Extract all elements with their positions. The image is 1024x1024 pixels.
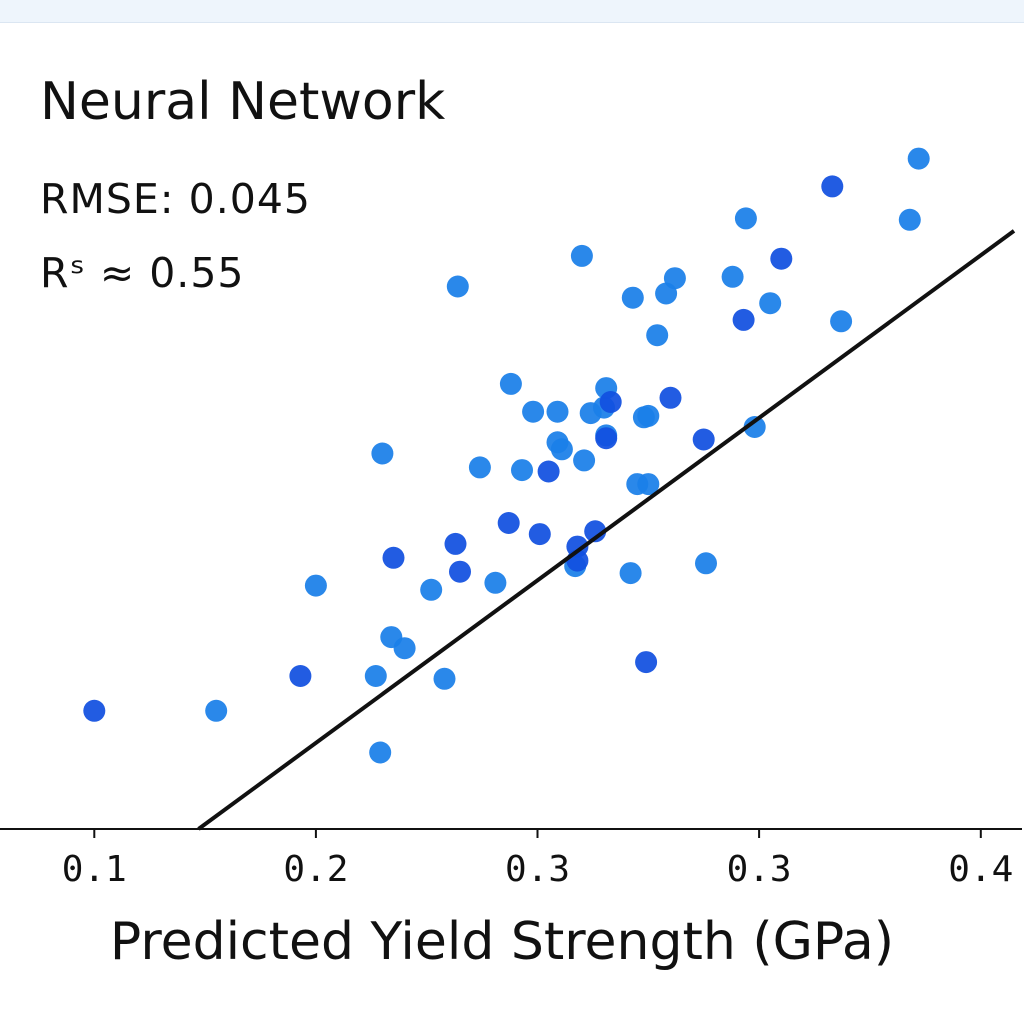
data-point	[497, 512, 520, 534]
data-point	[393, 637, 416, 660]
x-tick-label: 0.2	[283, 849, 348, 890]
data-point	[621, 286, 644, 309]
x-axis-label: Predicted Yield Strength (GPa)	[109, 912, 895, 972]
r2-annotation: Rˢ ≈ 0.55	[40, 249, 245, 297]
data-point	[304, 574, 327, 597]
data-point	[537, 460, 560, 483]
data-point	[770, 247, 793, 270]
data-point	[382, 546, 405, 569]
data-point	[637, 473, 660, 496]
data-point	[821, 175, 844, 198]
data-point	[635, 651, 658, 674]
x-tick-label: 0.4	[948, 849, 1013, 890]
data-point	[619, 562, 642, 585]
fit-line	[197, 229, 1016, 831]
data-point	[369, 741, 392, 764]
data-point	[599, 391, 622, 413]
data-point	[646, 324, 669, 347]
data-point	[484, 571, 507, 594]
x-tick-label: 0.3	[727, 849, 792, 890]
data-point	[371, 442, 394, 465]
chart-title: Neural Network	[40, 72, 446, 132]
data-point	[364, 665, 387, 687]
data-point	[444, 532, 467, 555]
data-point	[83, 699, 106, 722]
data-point	[468, 456, 491, 479]
data-point	[732, 308, 755, 331]
data-point	[528, 523, 551, 546]
data-point	[907, 147, 930, 170]
x-tick-label: 0.3	[505, 849, 570, 890]
rmse-annotation: RMSE: 0.045	[40, 175, 312, 223]
data-point	[420, 578, 443, 601]
points-layer	[83, 147, 930, 764]
data-point	[595, 427, 618, 450]
x-ticks-layer: 0.1 0.2 0.3 0.3 0.4	[62, 829, 1013, 890]
data-point	[522, 400, 545, 423]
data-point	[446, 275, 469, 298]
data-point	[289, 665, 312, 687]
data-point	[695, 552, 717, 575]
data-point	[830, 310, 853, 333]
data-point	[511, 459, 533, 482]
window-top-band	[0, 0, 1024, 23]
data-point	[584, 520, 607, 543]
data-point	[570, 244, 593, 267]
data-point	[550, 438, 573, 461]
data-point	[449, 560, 471, 583]
data-point	[546, 400, 569, 423]
x-tick-label: 0.1	[62, 849, 127, 890]
data-point	[721, 265, 744, 288]
data-point	[759, 292, 782, 315]
data-point	[743, 416, 766, 438]
data-point	[734, 207, 757, 230]
data-point	[433, 667, 456, 690]
data-point	[573, 449, 596, 472]
data-point	[659, 386, 682, 409]
data-point	[205, 699, 228, 722]
data-point	[637, 404, 660, 427]
data-point	[499, 372, 522, 395]
data-point	[663, 267, 686, 290]
data-point	[898, 208, 921, 231]
data-point	[692, 428, 715, 451]
